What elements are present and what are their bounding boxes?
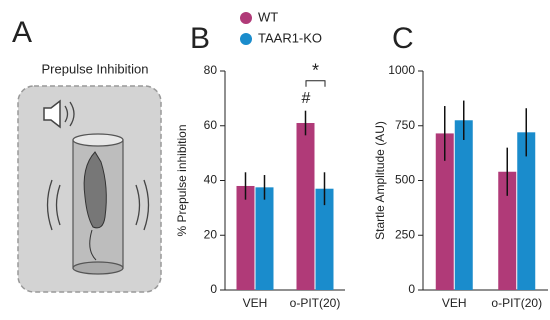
x-tick-label: VEH — [442, 296, 467, 310]
y-tick-label: 40 — [204, 173, 218, 187]
annotation: # — [302, 90, 311, 107]
y-tick-label: 250 — [395, 227, 415, 241]
y-tick-label: 20 — [204, 227, 218, 241]
legend-label: TAAR1-KO — [258, 30, 322, 45]
bar — [435, 133, 454, 290]
y-tick-label: 750 — [395, 118, 415, 132]
bar — [315, 188, 334, 290]
legend-label: WT — [258, 9, 278, 24]
bar — [296, 123, 315, 290]
x-tick-label: VEH — [243, 296, 268, 310]
y-axis-label: % Prepulse inhibition — [175, 124, 189, 236]
legend-marker — [240, 33, 252, 45]
y-tick-label: 0 — [210, 282, 217, 296]
y-tick-label: 80 — [204, 63, 218, 77]
y-tick-label: 1000 — [388, 63, 415, 77]
y-axis-label: Startle Amplitude (AU) — [373, 121, 387, 240]
bar — [498, 171, 517, 290]
diagram — [17, 85, 162, 293]
bar — [236, 185, 255, 290]
panel-label: A — [12, 16, 32, 49]
panel-label: B — [190, 22, 210, 55]
significance-bracket — [305, 80, 326, 87]
x-tick-label: o-PIT(20) — [491, 296, 542, 310]
y-tick-label: 500 — [395, 173, 415, 187]
bar — [255, 187, 274, 290]
y-tick-label: 60 — [204, 118, 218, 132]
bar — [454, 120, 473, 291]
annotation: * — [312, 60, 319, 80]
panel-label: C — [392, 22, 414, 55]
diagram-title: Prepulse Inhibition — [42, 61, 149, 76]
legend-marker — [240, 12, 252, 24]
bar — [517, 132, 536, 290]
x-tick-label: o-PIT(20) — [290, 296, 341, 310]
y-tick-label: 0 — [408, 282, 415, 296]
